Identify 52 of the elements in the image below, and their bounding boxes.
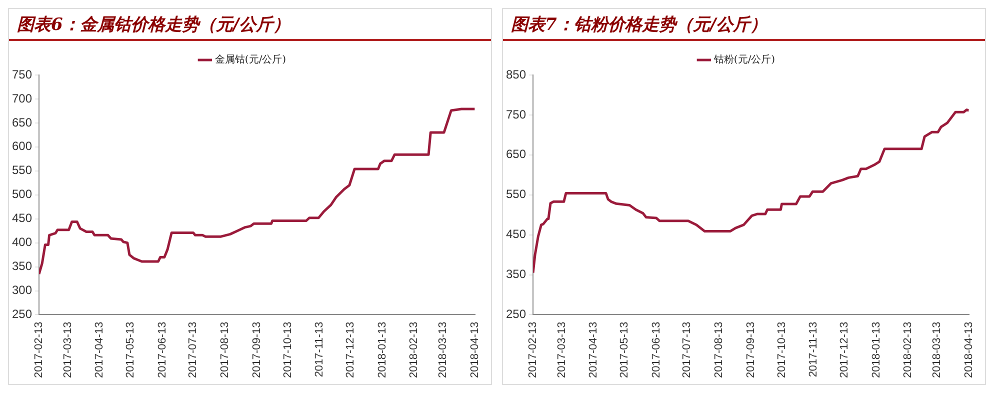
y-tick-label: 750 — [506, 107, 526, 122]
y-tick-label: 600 — [12, 139, 32, 154]
x-tick-label: 2018-04-13 — [962, 322, 975, 378]
x-tick-label: 2017-07-13 — [187, 322, 200, 378]
legend-label: 金属钴(元/公斤) — [214, 54, 286, 66]
x-tick-label: 2017-02-13 — [33, 322, 46, 378]
y-tick-label: 450 — [12, 211, 32, 226]
y-tick-label: 250 — [12, 307, 32, 322]
x-tick-label: 2017-07-13 — [681, 322, 694, 378]
y-tick-label: 400 — [12, 235, 32, 250]
y-tick-label: 500 — [12, 187, 32, 202]
x-tick-label: 2017-11-13 — [314, 322, 326, 378]
x-tick-label: 2018-02-13 — [902, 322, 914, 378]
y-tick-label: 550 — [506, 187, 526, 202]
x-tick-label: 2017-06-13 — [650, 322, 662, 378]
x-tick-label: 2017-12-13 — [838, 322, 850, 378]
x-tick-label: 2017-10-13 — [776, 322, 788, 378]
x-tick-label: 2017-09-13 — [250, 322, 263, 378]
x-tick-label: 2017-08-13 — [713, 322, 726, 378]
x-tick-label: 2017-05-13 — [124, 322, 137, 378]
x-tick-label: 2017-05-13 — [618, 322, 631, 378]
x-tick-label: 2018-01-13 — [870, 322, 882, 378]
chart-title: 图表6：金属钴价格走势（元/公斤） — [9, 9, 491, 41]
x-tick-label: 2018-03-13 — [436, 322, 449, 378]
x-tick-label: 2017-12-13 — [344, 322, 356, 378]
y-tick-label: 350 — [12, 259, 32, 274]
x-tick-label: 2017-10-13 — [282, 322, 294, 378]
y-tick-label: 300 — [12, 283, 32, 298]
x-tick-label: 2017-04-13 — [588, 322, 600, 378]
x-tick-label: 2018-01-13 — [376, 322, 388, 378]
x-tick-label: 2017-04-13 — [94, 322, 106, 378]
x-tick-label: 2017-09-13 — [744, 322, 757, 378]
y-tick-label: 550 — [12, 163, 32, 178]
y-tick-label: 250 — [506, 307, 526, 322]
y-tick-label: 850 — [506, 67, 526, 82]
x-tick-label: 2017-02-13 — [527, 322, 540, 378]
y-tick-label: 750 — [12, 67, 32, 82]
x-tick-label: 2017-08-13 — [219, 322, 232, 378]
x-tick-label: 2017-06-13 — [156, 322, 168, 378]
x-tick-label: 2018-04-13 — [468, 322, 481, 378]
x-tick-label: 2018-02-13 — [408, 322, 420, 378]
x-tick-label: 2017-11-13 — [808, 322, 820, 378]
y-tick-label: 450 — [506, 227, 526, 242]
y-tick-label: 350 — [506, 267, 526, 282]
y-tick-label: 700 — [12, 91, 32, 106]
legend-label: 钴粉(元/公斤) — [712, 54, 776, 66]
x-tick-label: 2017-03-13 — [62, 322, 74, 378]
y-tick-label: 650 — [506, 147, 526, 162]
x-tick-label: 2018-03-13 — [930, 322, 943, 378]
x-tick-label: 2017-03-13 — [556, 322, 568, 378]
y-tick-label: 650 — [12, 115, 32, 130]
chart-title: 图表7：钴粉价格走势（元/公斤） — [503, 9, 985, 41]
